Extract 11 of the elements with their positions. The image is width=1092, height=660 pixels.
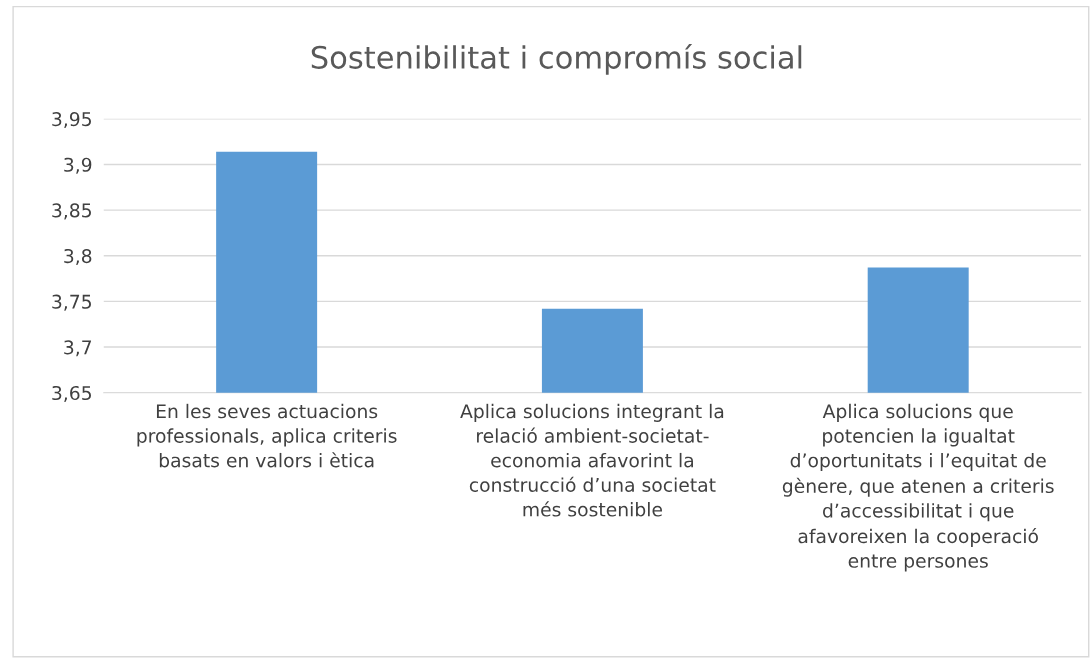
y-tick-label: 3,75 (52, 294, 91, 311)
y-tick-label: 3,7 (64, 340, 92, 357)
y-tick-label: 3,65 (52, 385, 91, 402)
x-tick-label: Aplica solucions que potencien la igualtat d’oportunitats i l’equitat de gènere, que atenen a criteris d’accessibilitat i que afavoreixen la cooperació entre persones (782, 403, 1054, 572)
chart-title: Sostenibilitat i compromís social (311, 44, 802, 75)
y-tick-label: 3,85 (52, 203, 91, 220)
y-tick-label: 3,8 (64, 248, 92, 266)
x-tick-label: En les seves actuacions professionals, aplica criteris basats en valors i ètica (137, 403, 397, 468)
x-tick-label: Aplica solucions integrant la relació ambient-societat- economia afavorint la construcció d’una societat més sostenible (460, 403, 724, 517)
y-tick-label: 3,95 (52, 112, 91, 129)
y-tick-label: 3,9 (64, 157, 92, 174)
